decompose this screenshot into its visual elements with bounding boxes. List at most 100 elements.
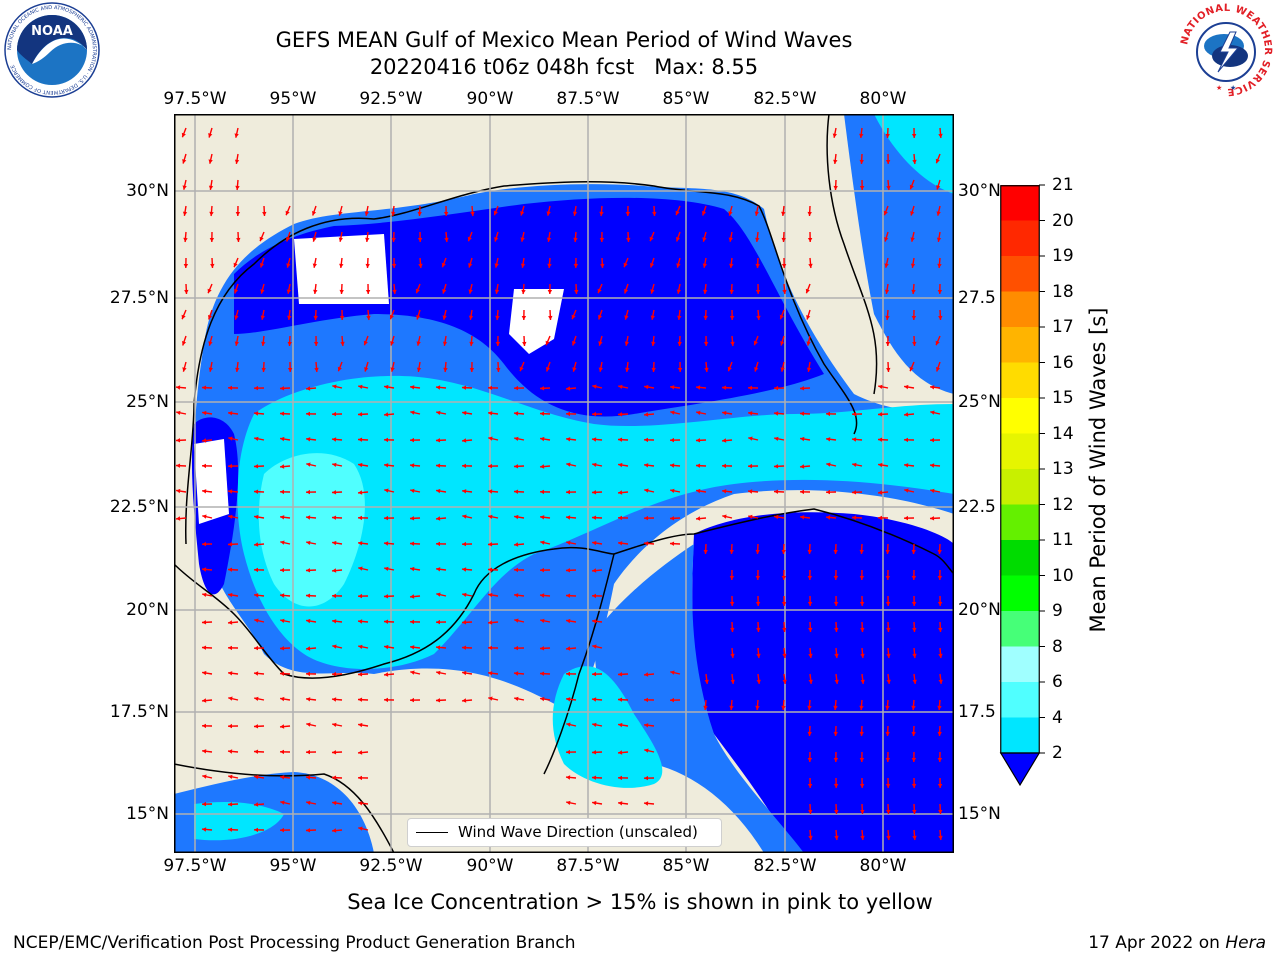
wave-direction-arrowhead [202, 645, 207, 650]
wave-direction-arrowhead [937, 549, 942, 554]
wave-direction-arrowhead [415, 288, 420, 294]
wave-direction-arrowhead [280, 386, 285, 391]
wave-direction-arrowhead [519, 366, 524, 372]
wave-direction-arrowhead [306, 749, 310, 755]
wave-direction-arrowhead [834, 653, 839, 658]
wave-direction-arrowhead [592, 671, 596, 677]
wave-direction-arrowhead [514, 618, 519, 623]
wave-direction-arrowhead [208, 367, 213, 372]
wave-direction-arrowhead [730, 679, 735, 684]
wave-direction-arrowhead [521, 316, 527, 320]
wave-direction-arrowhead [436, 619, 440, 625]
wave-direction-arrowhead [547, 263, 552, 268]
wave-direction-arrowhead [729, 549, 734, 554]
wave-direction-arrowhead [184, 289, 189, 294]
wave-direction-arrowhead [358, 515, 362, 521]
wave-direction-arrowhead [937, 602, 943, 606]
colorbar-title: Mean Period of Wind Waves [s] [1086, 307, 1110, 633]
wave-direction-arrowhead [488, 696, 493, 701]
wave-direction-arrowhead [540, 646, 545, 651]
wave-direction-arrowhead [912, 159, 917, 164]
wave-direction-arrowhead [540, 386, 545, 391]
wave-direction-arrowhead [182, 159, 187, 164]
legend-label: Wind Wave Direction (unscaled) [458, 823, 698, 841]
wave-direction-arrowhead [703, 549, 708, 554]
wave-direction-arrowhead [436, 438, 441, 443]
wave-direction-arrowhead [234, 289, 239, 294]
wave-direction-arrowhead [365, 263, 370, 268]
colorbar-swatch [1000, 717, 1040, 754]
wave-direction-arrowhead [384, 384, 389, 390]
wave-direction-arrowhead [755, 549, 760, 554]
wave-direction-arrowhead [488, 489, 493, 494]
wave-direction-arrowhead [885, 576, 891, 580]
wave-direction-arrowhead [384, 463, 389, 468]
colorbar-swatch [1000, 646, 1040, 683]
wave-direction-arrowhead [696, 516, 701, 521]
wave-direction-arrowhead [260, 263, 265, 268]
wave-direction-arrowhead [598, 367, 603, 372]
wave-direction-arrowhead [520, 263, 526, 268]
wave-direction-arrowhead [339, 263, 344, 268]
colorbar-swatch [1000, 540, 1040, 576]
wave-direction-arrowhead [441, 262, 446, 268]
wave-direction-arrowhead [754, 367, 759, 372]
wave-direction-arrowhead [592, 384, 597, 389]
wave-direction-arrowhead [306, 775, 311, 780]
wave-direction-arrowhead [280, 515, 285, 520]
lat-tick-left: 22.5°N [109, 497, 169, 517]
wave-direction-arrowhead [358, 619, 363, 624]
colorbar-tick-label: 11 [1052, 530, 1074, 550]
wave-direction-arrowhead [365, 290, 371, 294]
wave-direction-arrowhead [202, 410, 207, 416]
wave-direction-arrowhead [566, 568, 571, 573]
wave-direction-arrowhead [566, 800, 571, 805]
wave-direction-arrowhead [930, 385, 935, 390]
wave-direction-arrowhead [436, 670, 441, 675]
wave-direction-arrowhead [306, 697, 311, 702]
wave-direction-arrowhead [878, 462, 883, 468]
wave-direction-arrowhead [938, 627, 943, 632]
wave-direction-arrowhead [885, 549, 890, 554]
wave-direction-arrowhead [930, 463, 935, 468]
wave-direction-arrowhead [696, 410, 701, 415]
wave-direction-arrowhead [495, 342, 501, 346]
wave-direction-arrowhead [176, 488, 181, 494]
wave-direction-arrowhead [860, 679, 865, 684]
wave-direction-arrowhead [885, 705, 890, 710]
wave-direction-arrowhead [488, 567, 493, 572]
wave-direction-arrowhead [312, 237, 317, 242]
wave-direction-arrowhead [937, 290, 943, 294]
wave-direction-arrowhead [807, 549, 812, 554]
wave-direction-arrowhead [592, 619, 597, 624]
wave-direction-arrowhead [183, 264, 189, 268]
wave-direction-arrowhead [488, 620, 493, 625]
wave-direction-arrowhead [800, 464, 805, 469]
wave-direction-arrowhead [228, 592, 233, 598]
wave-direction-arrowhead [644, 412, 649, 417]
wave-direction-arrowhead [332, 384, 337, 389]
colorbar-tick-label: 8 [1052, 636, 1063, 657]
wave-direction-arrowhead [444, 237, 449, 242]
wave-direction-arrowhead [228, 463, 232, 469]
wave-direction-arrowhead [800, 515, 805, 520]
wave-direction-arrowhead [755, 705, 760, 710]
nodata-patch [509, 289, 564, 354]
wave-direction-arrowhead [618, 775, 622, 781]
caribbean-band-2-4 [594, 544, 804, 853]
wave-direction-arrowhead [488, 436, 493, 441]
wave-direction-arrowhead [340, 341, 345, 346]
wave-direction-arrowhead [911, 705, 916, 710]
wave-direction-arrowhead [860, 835, 865, 840]
wave-direction-arrowhead [384, 488, 389, 493]
wave-direction-arrowhead [540, 671, 545, 676]
wave-direction-arrowhead [904, 488, 909, 493]
colorbar-tick-label: 19 [1052, 246, 1074, 266]
wave-direction-arrowhead [670, 516, 675, 521]
wave-direction-arrowhead [938, 809, 943, 814]
wave-direction-arrowhead [280, 827, 284, 833]
wave-direction-arrowhead [436, 592, 441, 597]
wave-direction-arrowhead [462, 620, 467, 625]
wave-direction-arrowhead [909, 184, 914, 190]
wave-direction-arrowhead [859, 159, 864, 164]
